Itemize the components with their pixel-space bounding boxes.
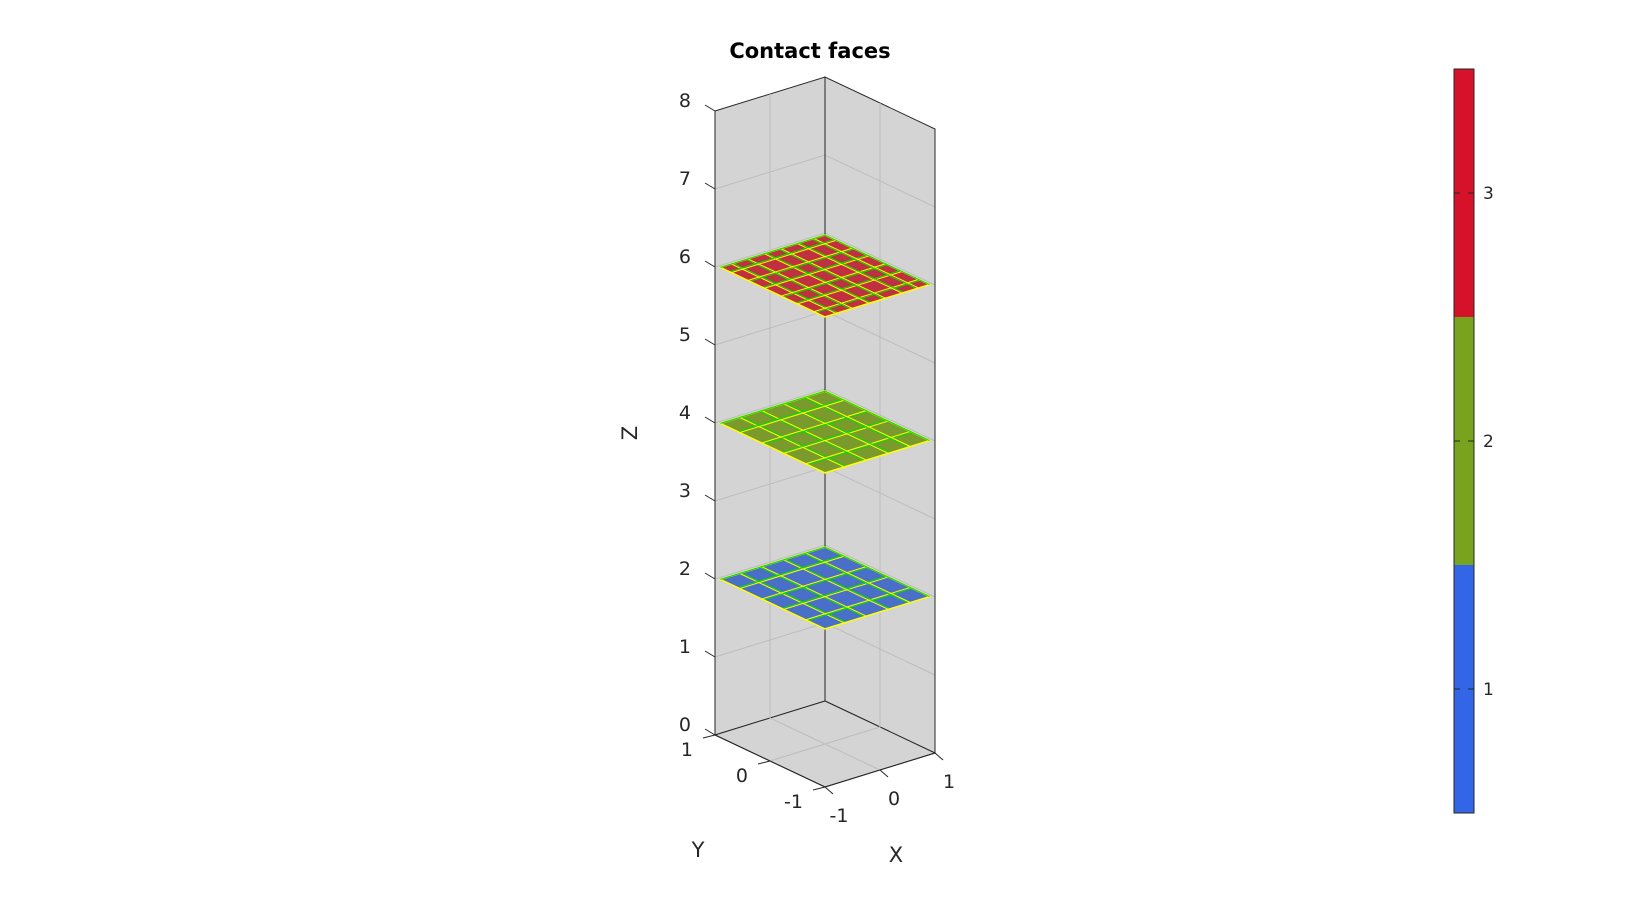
face-outline-green	[720, 390, 930, 442]
y-tick-label: 0	[736, 765, 748, 787]
mesh-line	[805, 430, 911, 465]
face-fill	[720, 235, 930, 317]
y-tick	[757, 760, 771, 765]
mesh-line	[783, 576, 889, 610]
mesh-line	[805, 586, 911, 621]
mesh-line	[761, 566, 867, 600]
z-tick-label: 2	[679, 558, 691, 580]
mesh-line	[731, 239, 837, 274]
mesh-line	[763, 411, 869, 445]
y-tick	[812, 786, 826, 791]
mesh-line	[766, 252, 872, 304]
mesh-line	[733, 263, 839, 314]
z-tick-label: 8	[679, 90, 691, 112]
colorbar-tick-label: 3	[1483, 184, 1494, 204]
mesh-line	[807, 587, 913, 622]
z-tick	[704, 572, 716, 580]
z-tick	[704, 182, 716, 190]
contact-face-3	[718, 234, 932, 318]
mesh-line	[737, 554, 843, 589]
mesh-line	[763, 567, 869, 601]
mesh-line	[761, 410, 867, 444]
y-axis-label: Y	[691, 838, 705, 862]
mesh-line	[815, 279, 921, 314]
mesh-line	[799, 242, 905, 293]
mesh-line	[797, 243, 903, 294]
x-tick-label: 0	[888, 788, 900, 810]
z-tick	[704, 650, 716, 658]
mesh-line	[797, 271, 903, 305]
z-tick	[704, 416, 716, 424]
mesh-line	[780, 263, 886, 297]
x-tick	[934, 752, 944, 761]
x-tick	[824, 786, 834, 795]
z-tick-label: 4	[679, 402, 691, 424]
z-tick	[704, 338, 716, 346]
mesh-line	[747, 258, 853, 309]
face-fill	[720, 391, 930, 473]
mesh-line	[764, 255, 870, 289]
colorbar: 1 2 3	[1453, 68, 1494, 814]
mesh-line	[764, 253, 870, 304]
colorbar-segment-1	[1454, 565, 1474, 813]
z-tick-label: 5	[679, 324, 691, 346]
z-tick-label: 1	[679, 636, 691, 658]
mesh-line	[783, 420, 889, 454]
y-grid-line	[769, 103, 881, 762]
contact-faces	[718, 234, 932, 630]
y-tick-label: -1	[784, 791, 803, 813]
mesh-line	[762, 254, 868, 288]
face-outline-green	[720, 234, 930, 286]
colorbar-segment-2	[1454, 317, 1474, 565]
x-grid-line	[769, 94, 881, 771]
x-tick-label: 1	[943, 771, 955, 793]
colorbar-segment-3	[1454, 69, 1474, 317]
mesh-line	[745, 259, 851, 310]
z-tick-label: 0	[679, 714, 691, 736]
z-tick-label: 6	[679, 246, 691, 268]
z-tick	[704, 494, 716, 502]
mesh-line	[729, 238, 835, 273]
x-tick	[879, 769, 889, 778]
face-fill	[720, 547, 930, 629]
colorbar-tick-label: 2	[1483, 432, 1494, 452]
z-axis-label: Z	[618, 426, 642, 440]
mesh-line	[749, 248, 855, 282]
x-tick-label: -1	[830, 805, 849, 827]
mesh-line	[807, 431, 913, 466]
y-tick	[702, 734, 716, 739]
y-tick-label: 1	[681, 739, 693, 761]
z-tick	[704, 260, 716, 268]
contact-face-2	[718, 390, 932, 474]
z-tick-label: 3	[679, 480, 691, 502]
mesh-line	[782, 264, 888, 298]
mesh-line	[778, 248, 884, 300]
mesh-line	[737, 398, 843, 433]
mesh-line	[813, 278, 919, 313]
mesh-line	[781, 575, 887, 609]
mesh-line	[781, 419, 887, 453]
z-tick-label: 7	[679, 168, 691, 190]
colorbar-tick-label: 1	[1483, 680, 1494, 700]
z-tick	[704, 104, 716, 112]
mesh-line	[780, 248, 886, 299]
mesh-line	[739, 555, 845, 590]
mesh-line	[811, 238, 917, 289]
mesh-line	[795, 270, 901, 304]
mesh-line	[813, 238, 919, 289]
mesh-line	[739, 399, 845, 434]
mesh-line	[731, 263, 837, 314]
axis-ticks: 0 1 2 3 4 5 6 7 8 -1 0 1 -1 0 1	[679, 90, 955, 827]
face-outline-green	[720, 546, 930, 598]
contact-face-1	[718, 546, 932, 630]
chart-title: Contact faces	[729, 39, 890, 63]
z-tick	[704, 728, 716, 736]
x-axis-label: X	[889, 843, 903, 867]
mesh-line	[747, 247, 853, 281]
